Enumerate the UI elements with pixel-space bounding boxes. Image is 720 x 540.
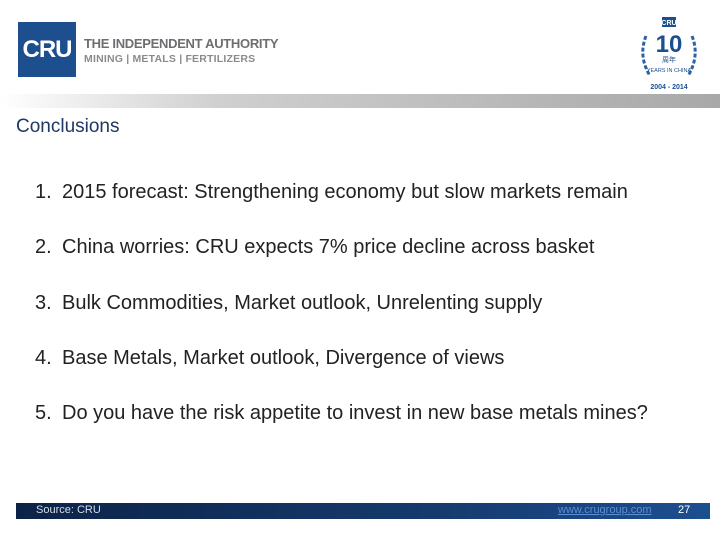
footer-link[interactable]: www.crugroup.com bbox=[558, 504, 652, 516]
logo: CRU bbox=[18, 22, 76, 77]
footer-bar bbox=[16, 503, 710, 519]
item-text: 2015 forecast: Strengthening economy but… bbox=[62, 181, 628, 203]
item-text: Base Metals, Market outlook, Divergence … bbox=[62, 346, 505, 369]
anniversary-badge: CRU 10 周年 YEARS IN CHINA 2004 - 2014 bbox=[641, 17, 697, 91]
list-item: 4. Base Metals, Market outlook, Divergenc… bbox=[35, 347, 504, 370]
slide-title: Conclusions bbox=[16, 116, 120, 137]
laurel bbox=[641, 35, 697, 77]
tagline: THE INDEPENDENT AUTHORITY bbox=[84, 36, 279, 51]
badge-chinese: 周年 bbox=[662, 55, 676, 64]
badge-number: 10 bbox=[656, 31, 683, 58]
footer-source: Source: CRU bbox=[36, 504, 101, 516]
item-number: 1. bbox=[35, 181, 52, 203]
item-text: China worries: CRU expects 7% price decl… bbox=[62, 236, 595, 259]
badge-caption: YEARS IN CHINA bbox=[647, 68, 692, 74]
item-number: 2. bbox=[35, 236, 52, 259]
list-item: 2. China worries: CRU expects 7% price de… bbox=[35, 236, 594, 259]
header-bar bbox=[0, 94, 720, 108]
badge-box bbox=[662, 17, 676, 27]
page-number: 27 bbox=[678, 504, 691, 516]
list-item: 5. Do you have the risk appetite to inves… bbox=[35, 402, 648, 425]
item-number: 3. bbox=[35, 291, 52, 314]
item-text: Do you have the risk appetite to invest … bbox=[62, 402, 648, 425]
item-number: 5. bbox=[35, 402, 52, 425]
badge-years: 2004 - 2014 bbox=[650, 84, 687, 91]
list-item: 3. Bulk Commodities, Market outlook, Unre… bbox=[35, 292, 542, 315]
list-item: 1. 2015 forecast: Strengthening economy b… bbox=[35, 181, 628, 204]
badge-brand: CRU bbox=[661, 20, 676, 27]
item-number: 4. bbox=[35, 346, 52, 369]
sectors: MINING | METALS | FERTILIZERS bbox=[84, 53, 256, 65]
item-text: Bulk Commodities, Market outlook, Unrele… bbox=[62, 291, 543, 314]
